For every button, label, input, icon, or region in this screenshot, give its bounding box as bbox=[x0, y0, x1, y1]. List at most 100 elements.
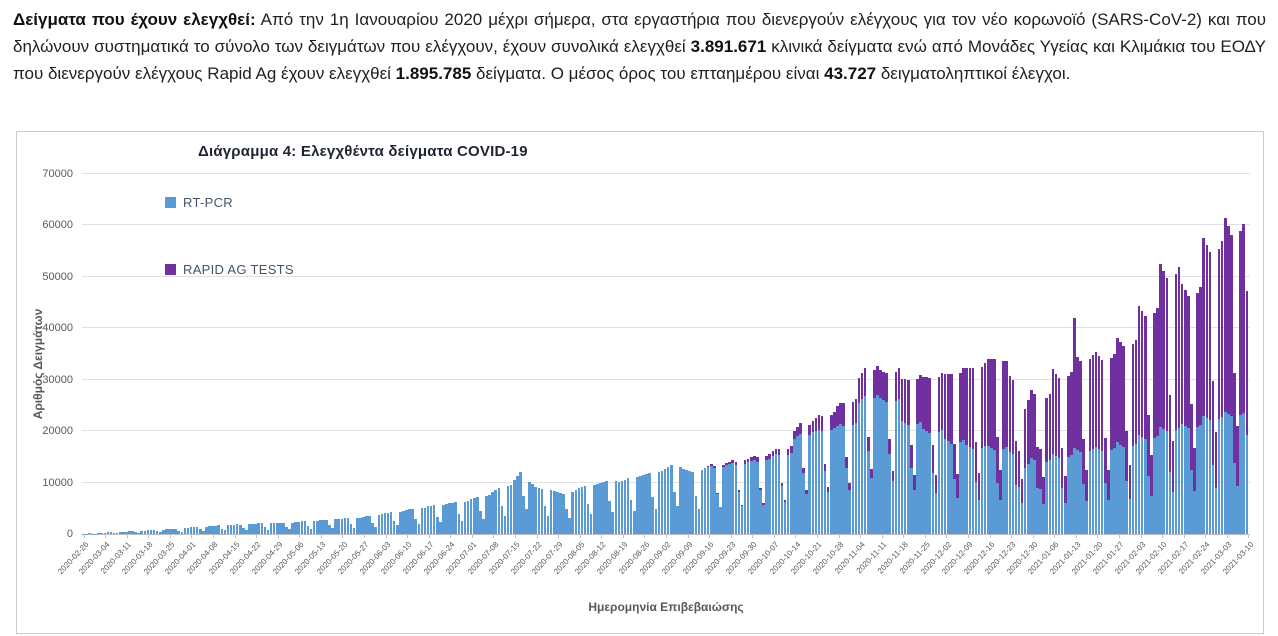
rt-pcr-segment bbox=[1143, 439, 1147, 534]
stacked-bar bbox=[1113, 354, 1116, 534]
stacked-bar bbox=[863, 368, 867, 534]
rt-pcr-segment bbox=[571, 491, 574, 534]
stacked-bar bbox=[349, 524, 353, 534]
stacked-bar bbox=[140, 530, 144, 534]
rapid-segment bbox=[1143, 315, 1147, 440]
rapid-segment bbox=[1116, 337, 1119, 443]
rt-pcr-segment bbox=[103, 532, 107, 534]
rt-pcr-segment bbox=[1137, 435, 1141, 534]
rt-pcr-segment bbox=[217, 525, 221, 534]
rt-pcr-segment bbox=[294, 522, 297, 534]
stacked-bar bbox=[352, 527, 356, 534]
rapid-segment bbox=[740, 505, 744, 507]
x-tickmark bbox=[320, 534, 322, 538]
rt-pcr-segment bbox=[494, 489, 498, 534]
rapid-segment bbox=[1100, 360, 1104, 451]
stacked-bar bbox=[860, 373, 864, 534]
rt-pcr-segment bbox=[786, 454, 790, 534]
stacked-bar bbox=[660, 471, 664, 534]
stacked-bar bbox=[913, 474, 916, 534]
stacked-bar bbox=[574, 489, 578, 534]
stacked-bar bbox=[476, 496, 479, 534]
stacked-bar bbox=[263, 527, 267, 534]
x-tickmark bbox=[817, 534, 818, 538]
rapid-segment bbox=[996, 437, 999, 483]
stacked-bar bbox=[716, 492, 719, 534]
stacked-bar bbox=[500, 505, 504, 534]
stacked-bar bbox=[482, 519, 485, 534]
stacked-bar bbox=[1196, 293, 1199, 534]
rt-pcr-segment bbox=[996, 482, 999, 534]
rapid-segment bbox=[1140, 310, 1144, 438]
rapid-segment bbox=[826, 487, 830, 493]
stacked-bar bbox=[882, 371, 885, 534]
rapid-segment bbox=[876, 365, 879, 396]
rt-pcr-segment bbox=[214, 525, 217, 534]
stacked-bar bbox=[839, 403, 842, 534]
rapid-segment bbox=[931, 445, 935, 473]
rt-pcr-segment bbox=[282, 522, 285, 534]
stacked-bar bbox=[934, 474, 938, 534]
stacked-bar bbox=[663, 469, 667, 534]
stacked-bar bbox=[876, 365, 879, 534]
legend-item-rapid: RAPID AG TESTS bbox=[165, 259, 294, 279]
rt-pcr-segment bbox=[1227, 413, 1230, 534]
rt-pcr-segment bbox=[651, 496, 655, 534]
stacked-bar bbox=[903, 379, 907, 534]
rt-pcr-segment bbox=[195, 526, 199, 534]
rapid-segment bbox=[1017, 450, 1021, 487]
rt-pcr-segment bbox=[543, 506, 547, 534]
rapid-segment bbox=[1082, 438, 1085, 485]
rt-pcr-segment bbox=[891, 480, 895, 534]
rapid-segment bbox=[802, 468, 805, 474]
rt-pcr-segment bbox=[959, 442, 962, 534]
rt-pcr-segment bbox=[980, 447, 984, 534]
rt-pcr-segment bbox=[753, 459, 756, 534]
stacked-bar bbox=[257, 523, 261, 534]
y-tick-label: 0 bbox=[66, 528, 73, 540]
stacked-bar bbox=[325, 519, 328, 534]
stacked-bar bbox=[851, 402, 855, 534]
rt-pcr-segment bbox=[870, 478, 873, 534]
rapid-segment bbox=[1030, 390, 1033, 458]
rt-pcr-segment bbox=[1091, 448, 1095, 534]
stacked-bar bbox=[953, 444, 956, 534]
stacked-bar bbox=[753, 456, 756, 534]
rt-pcr-segment bbox=[359, 517, 362, 534]
rt-pcr-segment bbox=[620, 480, 624, 534]
stacked-bar bbox=[1011, 379, 1015, 534]
stacked-bar bbox=[1174, 274, 1178, 534]
rapid-segment bbox=[1110, 358, 1113, 450]
rt-pcr-segment bbox=[168, 529, 171, 534]
stacked-bar bbox=[1230, 235, 1233, 534]
stacked-bar bbox=[112, 532, 116, 534]
rapid-segment bbox=[959, 372, 962, 443]
stacked-bar bbox=[365, 516, 368, 534]
stacked-bar bbox=[642, 475, 645, 534]
stacked-bar bbox=[651, 496, 655, 534]
x-tickmark bbox=[795, 534, 797, 538]
rapid-segment bbox=[946, 373, 950, 442]
stacked-bar bbox=[1208, 252, 1212, 534]
rapid-segment bbox=[1045, 398, 1049, 462]
stacked-bar bbox=[746, 458, 750, 534]
stacked-bar bbox=[128, 531, 131, 534]
rt-pcr-segment bbox=[1202, 415, 1206, 534]
rt-pcr-segment bbox=[285, 527, 288, 534]
x-axis-tick-labels: 2020-02-26 2020-03-04 2020-03-11 2020-03-18… bbox=[56, 536, 1255, 594]
stacked-bar bbox=[337, 519, 341, 534]
x-tickmark bbox=[709, 534, 711, 538]
stacked-bar bbox=[417, 523, 421, 534]
stacked-bar bbox=[479, 511, 482, 534]
rt-pcr-segment bbox=[152, 529, 156, 534]
stacked-bar bbox=[1193, 447, 1196, 534]
rt-pcr-segment bbox=[1030, 457, 1033, 534]
stacked-bar bbox=[1005, 361, 1009, 534]
avg-7day-value: 43.727 bbox=[824, 64, 877, 83]
rapid-segment bbox=[1057, 377, 1061, 458]
rapid-segment bbox=[1076, 357, 1079, 450]
rt-pcr-segment bbox=[1100, 450, 1104, 534]
stacked-bar bbox=[897, 368, 901, 534]
rt-pcr-segment bbox=[506, 486, 510, 534]
stacked-bar bbox=[359, 517, 362, 534]
